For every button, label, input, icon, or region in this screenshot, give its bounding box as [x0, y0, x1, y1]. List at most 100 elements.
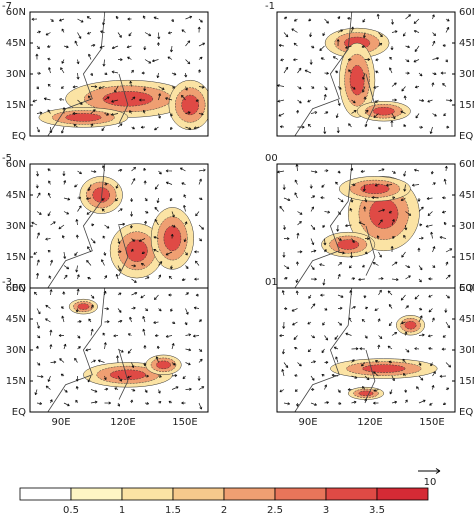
wind-arrow — [198, 319, 202, 323]
wind-arrow — [74, 40, 78, 47]
wind-arrow — [88, 53, 92, 60]
wind-arrow — [373, 371, 379, 377]
panel-label: -3 — [2, 277, 12, 288]
wind-arrow — [324, 210, 331, 214]
wind-arrow — [77, 170, 82, 175]
wind-arrow — [101, 197, 105, 201]
wind-arrow — [283, 265, 290, 270]
wind-arrow — [76, 288, 80, 296]
wind-arrow — [378, 208, 385, 212]
wind-arrow — [117, 348, 124, 353]
wind-arrow — [283, 277, 288, 280]
wind-arrow — [90, 400, 98, 404]
wind-arrow — [373, 85, 379, 89]
latitude-label: EQ — [459, 407, 473, 418]
wind-arrow — [117, 58, 123, 62]
wind-arrow — [144, 374, 149, 378]
wind-arrow — [337, 99, 341, 106]
wind-arrow — [165, 251, 173, 256]
wind-arrow — [418, 362, 422, 366]
wind-arrow — [418, 236, 424, 240]
wind-arrow — [337, 306, 343, 310]
wind-arrow — [442, 83, 447, 87]
wind-arrow — [158, 93, 162, 101]
wind-arrow — [418, 99, 425, 103]
wind-arrow — [337, 211, 341, 215]
latitude-label: 45N — [459, 38, 474, 49]
wind-arrow — [391, 331, 398, 336]
wind-arrow — [182, 375, 186, 380]
latitude-label: 30N — [6, 345, 26, 356]
wind-arrow — [310, 402, 317, 406]
wind-arrow — [445, 362, 452, 368]
wind-arrow — [294, 179, 298, 185]
wind-arrow — [194, 250, 200, 254]
wind-arrow — [405, 275, 411, 280]
wind-arrow — [310, 375, 315, 381]
latitude-label: 60N — [6, 283, 26, 294]
wind-arrow — [170, 308, 173, 312]
wind-arrow — [45, 318, 51, 323]
wind-arrow — [181, 29, 186, 33]
wind-arrow — [198, 168, 206, 172]
wind-arrow — [401, 251, 406, 258]
wind-arrow — [115, 184, 119, 189]
wind-arrow — [117, 123, 123, 128]
wind-arrow — [350, 197, 354, 203]
latitude-label: 15N — [459, 100, 474, 111]
coastline — [47, 288, 129, 412]
wind-arrow — [320, 293, 325, 297]
wind-arrow — [142, 15, 146, 20]
wind-arrow — [127, 56, 132, 60]
latitude-label: EQ — [459, 131, 473, 142]
wind-arrow — [115, 15, 119, 20]
wind-arrow — [324, 360, 329, 364]
wind-arrow — [171, 343, 175, 350]
wind-arrow — [62, 291, 66, 296]
coastline — [47, 12, 129, 136]
wind-arrow — [144, 197, 148, 202]
wind-arrow — [104, 182, 108, 186]
wind-arrow — [371, 196, 379, 200]
wind-arrow — [195, 293, 200, 297]
wind-arrow — [87, 375, 92, 383]
wind-arrow — [324, 18, 329, 24]
wind-arrow — [35, 53, 39, 60]
wind-arrow — [58, 333, 65, 338]
wind-arrow — [36, 335, 41, 339]
latitude-label: EQ — [459, 283, 473, 294]
wind-arrow — [63, 402, 70, 407]
wind-arrow — [60, 86, 65, 89]
wind-arrow — [297, 220, 302, 226]
wind-arrow — [388, 360, 393, 364]
shading — [102, 91, 154, 107]
wind-arrow — [404, 389, 408, 393]
wind-arrow — [127, 333, 132, 337]
wind-arrow — [185, 111, 191, 115]
wind-arrow — [75, 265, 79, 273]
wind-arrow — [165, 97, 173, 101]
wind-arrow — [390, 45, 394, 51]
wind-arrow — [198, 112, 204, 116]
wind-arrow — [293, 42, 298, 47]
wind-arrow — [374, 99, 379, 103]
shading — [65, 113, 102, 122]
wind-arrow — [442, 196, 447, 200]
panel-label: 01 — [265, 277, 278, 288]
wind-arrow — [418, 265, 423, 271]
wind-arrow — [323, 94, 327, 101]
wind-arrow — [198, 56, 203, 60]
wind-arrow — [281, 369, 285, 377]
wind-arrow — [75, 399, 79, 404]
wind-arrow — [114, 387, 119, 391]
latitude-label: 45N — [6, 190, 26, 201]
wind-arrow — [100, 30, 105, 34]
wind-arrow — [170, 126, 173, 131]
wind-arrow — [294, 192, 298, 199]
wind-arrow — [90, 304, 94, 309]
wind-arrow — [117, 292, 122, 296]
wind-arrow — [445, 125, 450, 129]
wind-arrow — [31, 17, 38, 21]
wind-arrow — [170, 113, 173, 117]
